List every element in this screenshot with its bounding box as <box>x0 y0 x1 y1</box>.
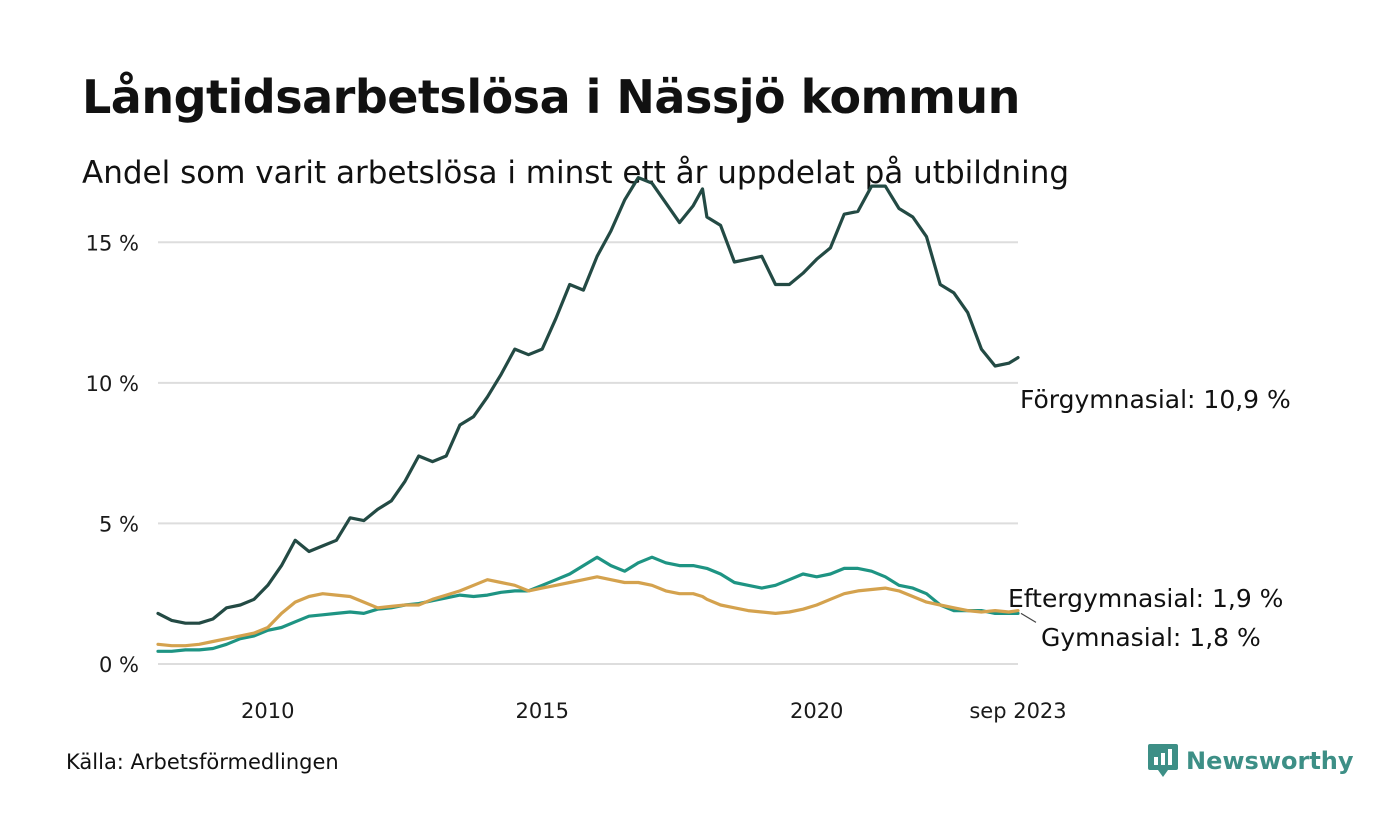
x-tick-label: 2015 <box>516 699 569 723</box>
chart-title: Långtidsarbetslösa i Nässjö kommun <box>82 70 1020 124</box>
series-end-label: Eftergymnasial: 1,9 % <box>1008 584 1283 613</box>
series-end-label: Förgymnasial: 10,9 % <box>1020 385 1291 414</box>
chart-subtitle: Andel som varit arbetslösa i minst ett å… <box>82 155 1070 191</box>
series-line-förgymnasial <box>156 176 1020 625</box>
newsworthy-logo-icon <box>1148 744 1178 777</box>
series-line-eftergymnasial <box>156 575 1020 648</box>
series-end-label: Gymnasial: 1,8 % <box>1041 623 1261 652</box>
x-tick-label: 2010 <box>241 699 294 723</box>
y-tick-label: 5 % <box>99 512 139 536</box>
label-connector <box>1020 612 1037 623</box>
x-tick-label: sep 2023 <box>969 699 1066 723</box>
source-note: Källa: Arbetsförmedlingen <box>66 750 339 774</box>
y-tick-label: 0 % <box>99 653 139 677</box>
y-tick-label: 10 % <box>86 372 139 396</box>
brand[interactable]: Newsworthy <box>1148 744 1354 778</box>
series-line-gymnasial <box>156 555 1020 653</box>
brand-name: Newsworthy <box>1186 747 1354 775</box>
y-tick-label: 15 % <box>86 231 139 255</box>
x-tick-label: 2020 <box>790 699 843 723</box>
